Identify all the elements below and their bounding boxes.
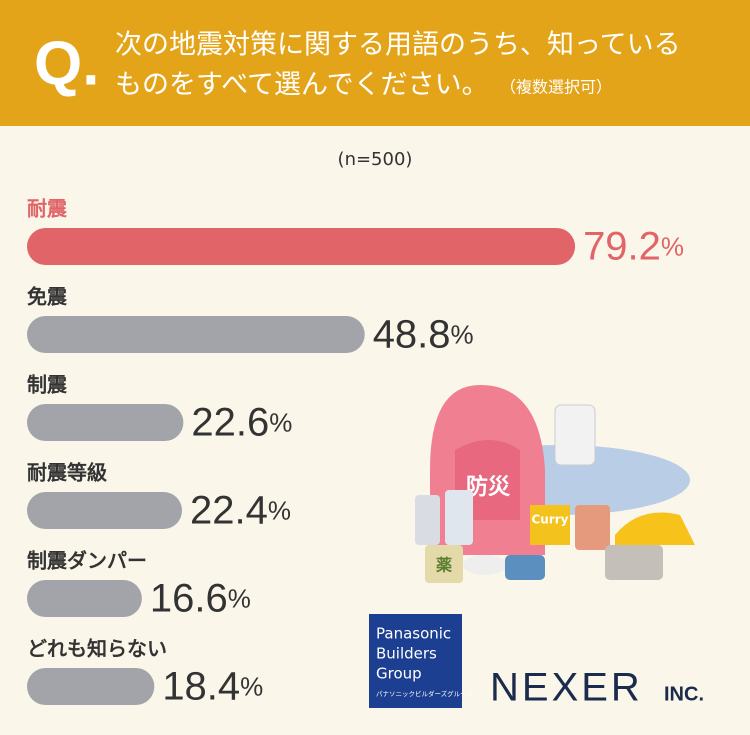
value-label: 48.8% [373,312,474,356]
illustration-label: 薬 [435,556,453,575]
panasonic-logo: Panasonic Builders Group パナソニックビルダーズグループ [369,614,473,708]
value-label: 22.6% [191,400,292,444]
logo-text: Builders [376,645,437,663]
value-label: 79.2% [583,224,684,268]
nexer-logo: NEXER [490,666,643,710]
bar [27,668,155,705]
logo-text: Panasonic [376,625,451,643]
value-label: 16.6% [150,576,251,620]
category-label: 制震ダンパー [27,549,147,573]
bar [27,580,142,617]
question: ものをすべて選んでください。 [115,70,489,101]
category-label: 免震 [27,285,68,309]
subtitle: (n=500) [338,149,413,170]
category-label: 耐震等級 [27,461,107,485]
bar [27,492,183,529]
q-mark: Q. [34,29,99,98]
bar [27,404,184,441]
category-label: 制震 [27,373,68,397]
question-note: （複数選択可） [500,78,612,97]
header-band [0,0,750,126]
nexer-suffix: INC. [664,683,704,705]
illustration-label: 防災 [466,475,511,500]
value-label: 18.4% [162,664,263,708]
logo-text: Group [376,665,422,683]
illustration-label: Curry [531,513,568,527]
category-label: どれも知らない [27,637,167,661]
bar [27,228,576,265]
category-label: 耐震 [27,197,68,221]
value-label: 22.4% [190,488,291,532]
question: 次の地震対策に関する用語のうち、知っている [115,30,681,61]
bar [27,316,365,353]
illustration: 防災 Curry 薬 [415,385,695,583]
logo-text: パナソニックビルダーズグループ [376,689,473,698]
